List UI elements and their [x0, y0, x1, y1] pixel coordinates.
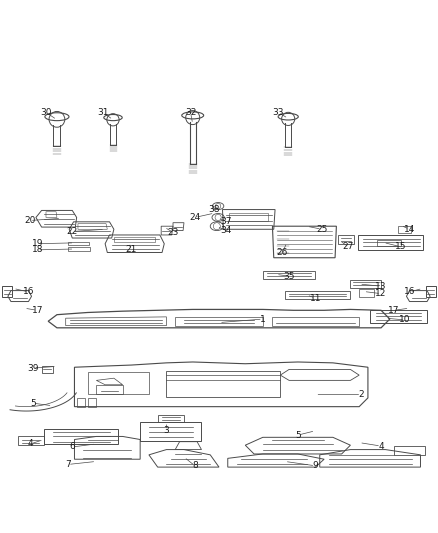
Text: 10: 10	[399, 316, 411, 325]
Text: 16: 16	[23, 287, 34, 296]
Text: 13: 13	[375, 282, 387, 290]
Text: 26: 26	[277, 248, 288, 257]
Text: 33: 33	[272, 108, 284, 117]
Text: 30: 30	[40, 108, 52, 117]
Text: 32: 32	[185, 108, 196, 117]
Text: 38: 38	[208, 205, 219, 214]
Text: 7: 7	[65, 460, 71, 469]
Text: 2: 2	[359, 390, 364, 399]
Text: 25: 25	[316, 225, 328, 234]
Text: 17: 17	[389, 306, 400, 315]
Text: 24: 24	[189, 213, 201, 222]
Text: 15: 15	[395, 243, 406, 251]
Text: 9: 9	[312, 461, 318, 470]
Text: 27: 27	[343, 243, 354, 251]
Text: 3: 3	[163, 426, 170, 435]
Text: 12: 12	[375, 289, 387, 298]
Text: 18: 18	[32, 245, 43, 254]
Text: 31: 31	[97, 108, 109, 117]
Text: 35: 35	[283, 272, 295, 281]
Text: 6: 6	[69, 442, 75, 451]
Text: 34: 34	[220, 226, 231, 235]
Text: 37: 37	[220, 217, 231, 227]
Text: 22: 22	[67, 227, 78, 236]
Text: 19: 19	[32, 239, 43, 248]
Text: 23: 23	[167, 228, 179, 237]
Text: 14: 14	[404, 225, 415, 234]
Text: 20: 20	[24, 216, 35, 225]
Text: 5: 5	[30, 399, 36, 408]
Text: 21: 21	[126, 245, 137, 254]
Text: 1: 1	[260, 314, 266, 324]
Text: 8: 8	[192, 461, 198, 470]
Text: 4: 4	[28, 439, 33, 448]
Text: 17: 17	[32, 306, 43, 315]
Text: 5: 5	[295, 431, 301, 440]
Text: 16: 16	[404, 287, 415, 296]
Text: 11: 11	[310, 294, 321, 303]
Text: 4: 4	[378, 441, 384, 450]
Text: 39: 39	[27, 364, 39, 373]
